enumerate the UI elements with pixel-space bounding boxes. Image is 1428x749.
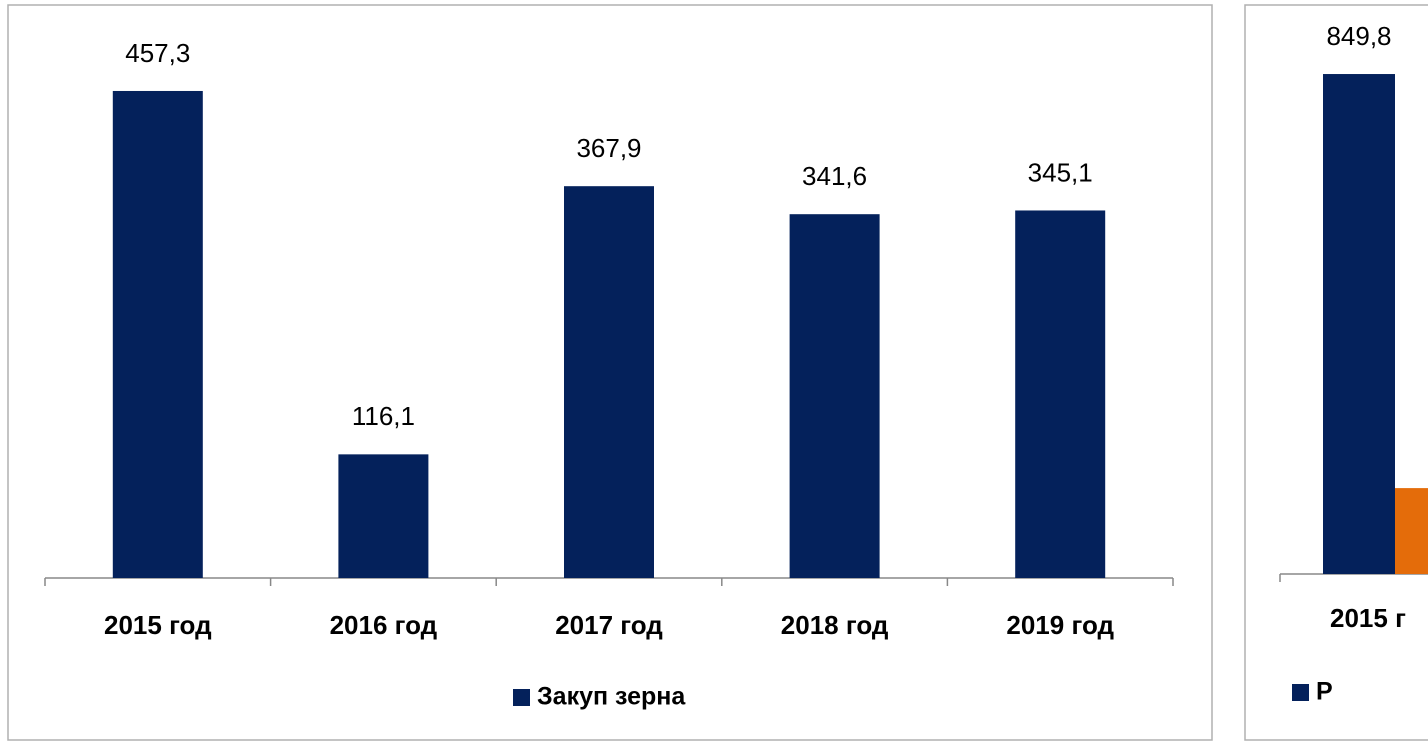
x-tick-label: 2016 год [330,610,438,640]
bar [789,214,880,579]
bar [1015,210,1106,578]
x-tick-label: 2015 г [1330,603,1406,633]
x-tick-label: 2017 год [555,610,663,640]
legend-swatch [1292,684,1309,701]
x-tick-label: 2019 год [1006,610,1114,640]
bar [1395,488,1428,574]
data-label: 457,3 [125,38,190,68]
bar [1323,74,1395,574]
data-label: 341,6 [802,161,867,191]
data-label: 116,1 [352,401,415,431]
data-label: 367,9 [576,133,641,163]
bar [338,454,429,578]
data-label: 849,8 [1326,21,1391,51]
legend-label: Р [1316,678,1333,706]
legend-label: Закуп зерна [537,683,686,711]
bar [112,90,203,579]
bar [564,186,654,578]
x-tick-label: 2015 год [104,610,212,640]
legend-swatch [513,689,530,706]
x-tick-label: 2018 год [781,610,889,640]
data-label: 345,1 [1028,157,1093,187]
